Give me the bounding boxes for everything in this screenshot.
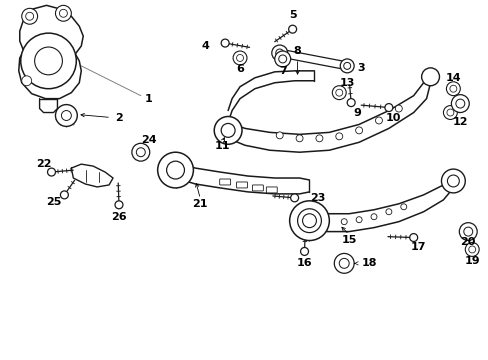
Circle shape (288, 25, 296, 33)
Circle shape (271, 45, 287, 61)
Circle shape (221, 123, 235, 137)
Text: 25: 25 (46, 197, 61, 207)
Circle shape (47, 168, 55, 176)
Circle shape (157, 152, 193, 188)
Text: 23: 23 (309, 193, 325, 203)
Text: 5: 5 (288, 10, 296, 20)
Circle shape (346, 99, 354, 107)
Text: 3: 3 (357, 63, 364, 73)
Circle shape (455, 99, 464, 108)
Circle shape (443, 105, 456, 120)
Text: 12: 12 (452, 117, 467, 127)
Circle shape (355, 217, 361, 223)
Circle shape (21, 8, 38, 24)
Circle shape (446, 109, 453, 116)
Circle shape (278, 55, 286, 63)
Text: 9: 9 (352, 108, 360, 117)
Circle shape (464, 243, 478, 256)
Text: 15: 15 (341, 234, 356, 244)
Circle shape (355, 127, 362, 134)
Circle shape (115, 201, 122, 209)
Circle shape (339, 258, 348, 268)
Circle shape (26, 12, 34, 20)
Circle shape (400, 204, 406, 210)
Circle shape (385, 209, 391, 215)
Text: 16: 16 (296, 258, 312, 268)
Text: 8: 8 (293, 46, 301, 56)
Text: 10: 10 (386, 113, 401, 123)
Text: 14: 14 (445, 73, 460, 83)
FancyBboxPatch shape (236, 182, 247, 188)
Circle shape (236, 54, 243, 62)
Circle shape (441, 169, 464, 193)
Circle shape (275, 49, 283, 57)
Circle shape (132, 143, 149, 161)
Circle shape (20, 33, 76, 89)
Circle shape (276, 132, 283, 139)
Text: 21: 21 (192, 199, 208, 209)
Circle shape (450, 95, 468, 113)
Circle shape (447, 175, 458, 187)
Circle shape (60, 9, 67, 17)
Circle shape (233, 51, 246, 65)
Text: 24: 24 (141, 135, 156, 145)
Circle shape (61, 191, 68, 199)
Circle shape (290, 194, 298, 202)
Circle shape (384, 104, 392, 112)
Circle shape (334, 253, 353, 273)
Circle shape (446, 82, 459, 96)
Text: 19: 19 (464, 256, 479, 266)
Circle shape (335, 133, 342, 140)
Text: 26: 26 (111, 212, 126, 222)
Circle shape (340, 59, 353, 73)
FancyBboxPatch shape (252, 185, 263, 191)
Circle shape (221, 39, 229, 47)
FancyBboxPatch shape (266, 187, 277, 193)
Circle shape (274, 51, 290, 67)
Circle shape (302, 214, 316, 228)
Text: 17: 17 (410, 243, 426, 252)
Circle shape (35, 47, 62, 75)
Circle shape (332, 86, 346, 100)
Circle shape (463, 227, 472, 236)
Circle shape (468, 246, 475, 253)
Text: 2: 2 (115, 113, 122, 123)
FancyBboxPatch shape (219, 179, 230, 185)
Circle shape (297, 209, 321, 233)
Circle shape (300, 247, 308, 255)
Circle shape (166, 161, 184, 179)
Text: 22: 22 (36, 159, 51, 169)
Circle shape (214, 117, 242, 144)
Text: 6: 6 (236, 64, 244, 74)
Circle shape (370, 214, 376, 220)
Circle shape (21, 76, 32, 86)
Circle shape (458, 223, 476, 240)
Circle shape (55, 5, 71, 21)
Text: 13: 13 (339, 78, 354, 88)
Circle shape (343, 62, 350, 69)
Circle shape (55, 105, 77, 126)
Circle shape (409, 234, 417, 242)
Circle shape (296, 135, 303, 142)
Circle shape (421, 68, 439, 86)
Text: 11: 11 (214, 141, 229, 151)
Text: 20: 20 (460, 237, 475, 247)
Text: 1: 1 (144, 94, 152, 104)
Circle shape (61, 111, 71, 121)
Text: 7: 7 (278, 66, 286, 76)
Circle shape (289, 201, 328, 240)
Circle shape (375, 117, 382, 124)
Circle shape (136, 148, 145, 157)
Circle shape (315, 135, 322, 142)
Circle shape (341, 219, 346, 225)
Circle shape (394, 105, 402, 112)
Text: 18: 18 (361, 258, 376, 268)
Circle shape (449, 85, 456, 92)
Circle shape (335, 89, 342, 96)
Text: 4: 4 (201, 41, 209, 51)
